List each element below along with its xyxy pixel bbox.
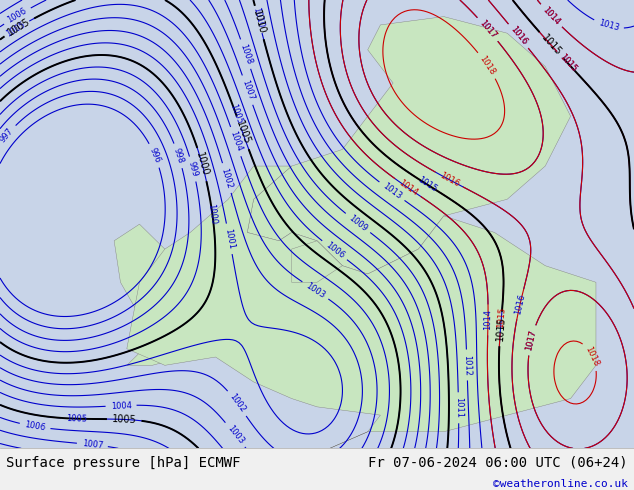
Text: 1013: 1013 bbox=[597, 19, 620, 33]
Text: 1011: 1011 bbox=[454, 397, 463, 418]
Text: 1006: 1006 bbox=[6, 6, 29, 25]
Text: 1004: 1004 bbox=[228, 130, 243, 153]
Text: 1015: 1015 bbox=[539, 32, 563, 57]
Text: 1006: 1006 bbox=[24, 420, 46, 433]
Text: 1000: 1000 bbox=[207, 203, 218, 225]
Text: 1017: 1017 bbox=[524, 329, 538, 351]
Text: 1016: 1016 bbox=[514, 293, 527, 316]
Text: 1008: 1008 bbox=[238, 43, 254, 66]
Text: 1005: 1005 bbox=[6, 16, 32, 38]
Polygon shape bbox=[247, 17, 571, 274]
Polygon shape bbox=[114, 224, 216, 366]
Polygon shape bbox=[292, 241, 342, 282]
Text: 1010: 1010 bbox=[251, 9, 267, 36]
Text: 1017: 1017 bbox=[524, 329, 538, 351]
Text: Surface pressure [hPa] ECMWF: Surface pressure [hPa] ECMWF bbox=[6, 456, 241, 470]
Text: 1005: 1005 bbox=[4, 20, 27, 38]
Text: 1003: 1003 bbox=[225, 424, 245, 446]
Text: 1002: 1002 bbox=[219, 167, 234, 189]
Text: 1015: 1015 bbox=[495, 316, 507, 342]
Text: 1017: 1017 bbox=[477, 18, 498, 40]
Text: 1007: 1007 bbox=[81, 439, 103, 450]
Text: 1014: 1014 bbox=[397, 178, 419, 197]
Text: 1016: 1016 bbox=[438, 171, 461, 189]
Text: 1013: 1013 bbox=[380, 181, 403, 201]
Text: Fr 07-06-2024 06:00 UTC (06+24): Fr 07-06-2024 06:00 UTC (06+24) bbox=[368, 456, 628, 470]
Text: 1005: 1005 bbox=[66, 414, 87, 423]
Text: 1005: 1005 bbox=[228, 102, 243, 125]
Text: 1000: 1000 bbox=[194, 151, 210, 177]
Text: 1007: 1007 bbox=[240, 79, 256, 101]
Text: 1014: 1014 bbox=[483, 309, 493, 330]
Text: 1014: 1014 bbox=[541, 5, 562, 26]
Text: 1005: 1005 bbox=[234, 120, 252, 146]
Text: 1014: 1014 bbox=[541, 5, 562, 26]
Text: 1016: 1016 bbox=[508, 25, 529, 47]
Text: 997: 997 bbox=[0, 126, 15, 144]
Text: 996: 996 bbox=[148, 147, 162, 165]
Polygon shape bbox=[127, 166, 596, 482]
Text: ©weatheronline.co.uk: ©weatheronline.co.uk bbox=[493, 479, 628, 489]
Text: 1009: 1009 bbox=[347, 213, 369, 233]
Text: 1004: 1004 bbox=[110, 401, 132, 411]
Text: 999: 999 bbox=[186, 160, 199, 178]
Text: 1006: 1006 bbox=[323, 241, 346, 260]
Text: 1003: 1003 bbox=[304, 281, 327, 300]
Text: 1017: 1017 bbox=[477, 18, 498, 40]
Text: 1010: 1010 bbox=[251, 7, 265, 29]
Text: 1018: 1018 bbox=[584, 344, 601, 368]
Text: 998: 998 bbox=[172, 147, 185, 165]
Text: 1012: 1012 bbox=[462, 354, 472, 376]
Text: 1001: 1001 bbox=[223, 228, 236, 250]
Text: 1018: 1018 bbox=[477, 54, 497, 76]
Text: 1016: 1016 bbox=[508, 25, 529, 47]
Text: 1015: 1015 bbox=[496, 307, 507, 328]
Text: 1002: 1002 bbox=[228, 392, 247, 415]
Text: 1005: 1005 bbox=[112, 414, 137, 425]
Text: 1015: 1015 bbox=[557, 52, 578, 74]
Text: 1015: 1015 bbox=[557, 52, 578, 74]
Text: 1015: 1015 bbox=[417, 175, 439, 194]
